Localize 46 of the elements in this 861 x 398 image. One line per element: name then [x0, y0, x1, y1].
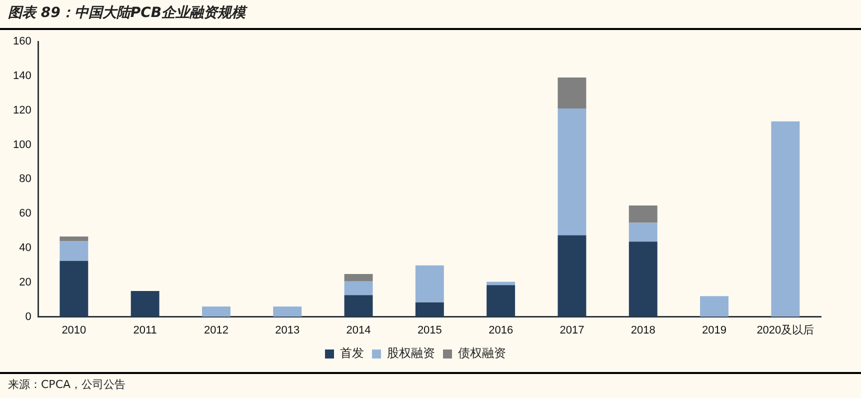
bar: [344, 274, 373, 282]
bar: [344, 281, 373, 296]
y-tick-label: 120: [12, 104, 32, 116]
y-tick-label: 160: [12, 36, 32, 48]
bar: [60, 260, 88, 317]
bar: [344, 295, 373, 317]
bar: [60, 236, 88, 242]
x-tick-label: 2014: [346, 324, 371, 336]
x-tick-label: 2010: [62, 324, 86, 336]
y-tick-label: 20: [19, 276, 32, 288]
bar: [202, 306, 230, 317]
legend-label: 首发: [340, 346, 364, 360]
bar: [700, 296, 729, 317]
bar: [130, 291, 160, 317]
bar: [60, 241, 88, 261]
bar: [486, 285, 516, 317]
y-tick-label: 60: [19, 208, 32, 220]
x-tick-label: 2013: [275, 324, 300, 336]
x-tick-label: 2015: [417, 324, 442, 336]
y-tick-label: 0: [25, 310, 32, 323]
bar: [628, 206, 658, 223]
y-tick-label: 40: [19, 242, 32, 254]
x-tick-label: 2020及以后: [756, 323, 814, 336]
bar: [558, 235, 586, 317]
x-tick-label: 2012: [204, 324, 228, 336]
y-tick-label: 140: [12, 70, 32, 82]
bar: [486, 282, 516, 286]
legend-label: 债权融资: [458, 346, 506, 360]
bar: [628, 222, 658, 242]
x-tick-label: 2018: [630, 324, 656, 336]
source-note: 来源：CPCA，公司公告: [8, 377, 126, 392]
bar: [415, 265, 444, 302]
bar: [558, 108, 586, 236]
bar: [415, 302, 444, 317]
bar: [628, 242, 658, 317]
chart-title: 图表 89：中国大陆PCB企业融资规模: [8, 4, 246, 22]
x-tick-label: 2017: [560, 324, 584, 336]
bar: [558, 78, 586, 109]
bar: [771, 121, 800, 317]
x-tick-label: 2011: [133, 324, 157, 336]
x-tick-label: 2016: [488, 324, 514, 336]
bar: [273, 306, 302, 317]
legend-label: 股权融资: [387, 346, 435, 360]
x-tick-label: 2019: [702, 324, 727, 336]
y-tick-label: 80: [19, 173, 32, 186]
y-tick-label: 100: [12, 138, 32, 151]
